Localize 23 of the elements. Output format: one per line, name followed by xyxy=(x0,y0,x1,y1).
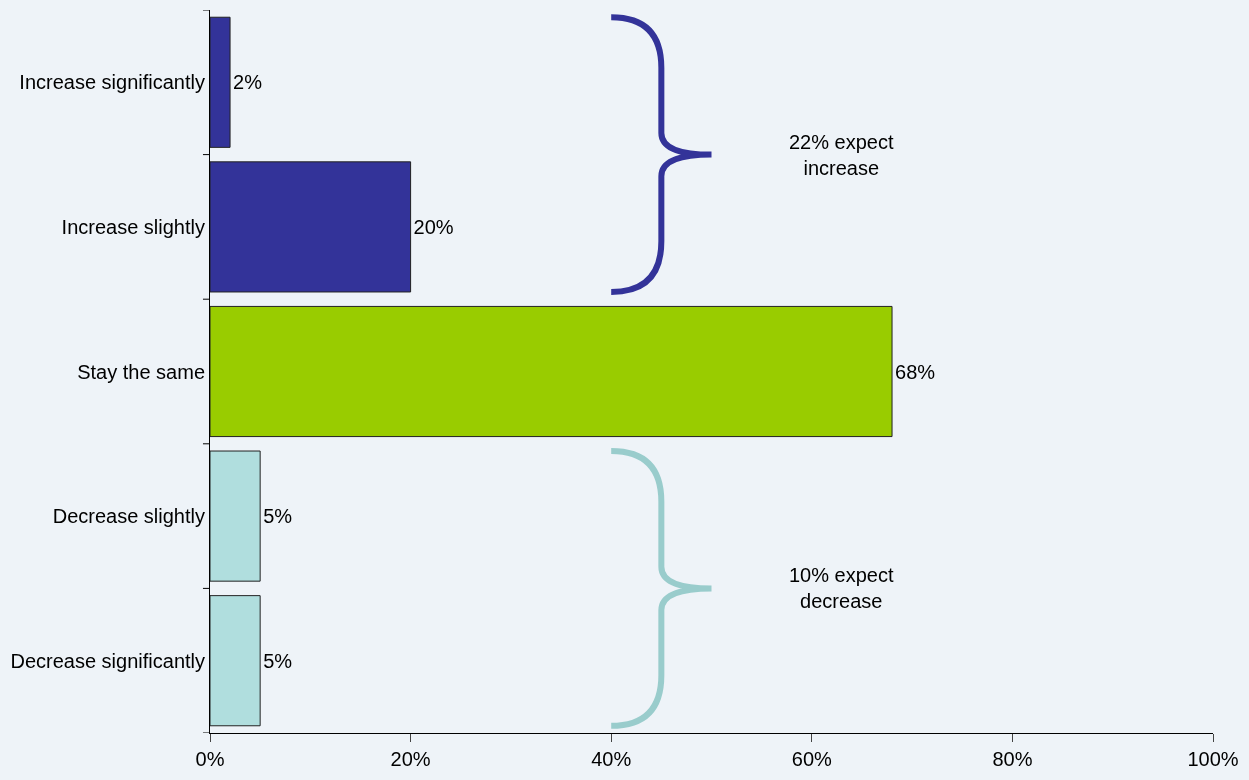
data-label: 2% xyxy=(233,71,263,94)
x-tick-label: 0% xyxy=(195,748,225,770)
bar xyxy=(210,161,412,293)
x-tick-label: 80% xyxy=(992,748,1033,770)
bar xyxy=(210,595,261,727)
y-tick-label: Increase significantly xyxy=(19,71,205,94)
annotation: 10% expect decrease xyxy=(789,564,894,612)
data-label: 68% xyxy=(895,360,936,383)
x-tick-label: 40% xyxy=(591,748,632,770)
annotation: 22% expect increase xyxy=(789,131,894,179)
y-tick-label: Decrease significantly xyxy=(10,649,205,672)
y-tick-label: Decrease slightly xyxy=(52,505,205,528)
bar xyxy=(210,450,261,582)
data-label: 20% xyxy=(413,215,454,238)
bar xyxy=(210,305,893,438)
x-tick-label: 20% xyxy=(390,748,431,770)
y-tick-label: Increase slightly xyxy=(61,215,205,238)
x-tick-label: 100% xyxy=(1187,748,1239,770)
bar xyxy=(210,16,231,148)
x-tick-label: 60% xyxy=(791,748,833,770)
data-label: 5% xyxy=(263,505,293,528)
data-label: 5% xyxy=(263,649,293,672)
y-tick-label: Stay the same xyxy=(77,360,205,383)
